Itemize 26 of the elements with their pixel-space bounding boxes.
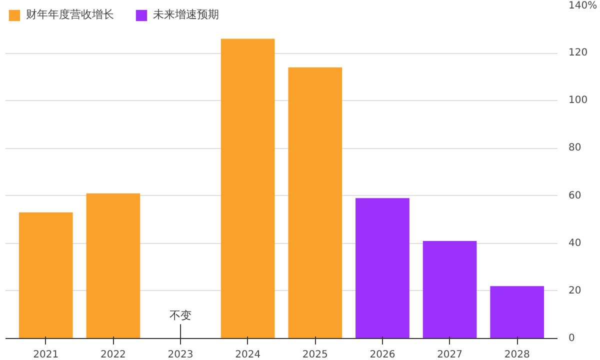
bar [18,212,73,338]
annotation: 不变 [170,308,192,322]
y-tick-label: 140% [568,0,598,12]
x-tick-label: 2024 [235,350,261,360]
bar [86,193,140,338]
x-tick-label: 2026 [370,350,396,360]
bar [490,286,544,338]
x-tick-label: 2023 [168,350,194,360]
x-tick-label: 2021 [33,350,59,360]
y-tick-label: 80 [568,142,582,154]
legend-label: 未来增速预期 [153,7,219,22]
x-tick-label: 2022 [100,350,126,360]
y-tick-label: 60 [568,190,582,202]
bar [422,240,477,338]
x-tick-label: 2028 [504,350,530,360]
bar [220,38,275,338]
y-tick-label: 0 [568,333,575,344]
x-tick-label: 2025 [302,350,328,360]
y-tick-label: 20 [568,285,582,296]
y-tick-label: 100 [568,95,588,106]
bar [356,198,410,338]
y-tick-label: 40 [568,238,582,249]
x-tick-label: 2027 [437,350,463,360]
y-tick-label: 120 [568,48,588,59]
bar [288,67,342,338]
legend-label: 财年年度营收增长 [26,7,114,22]
